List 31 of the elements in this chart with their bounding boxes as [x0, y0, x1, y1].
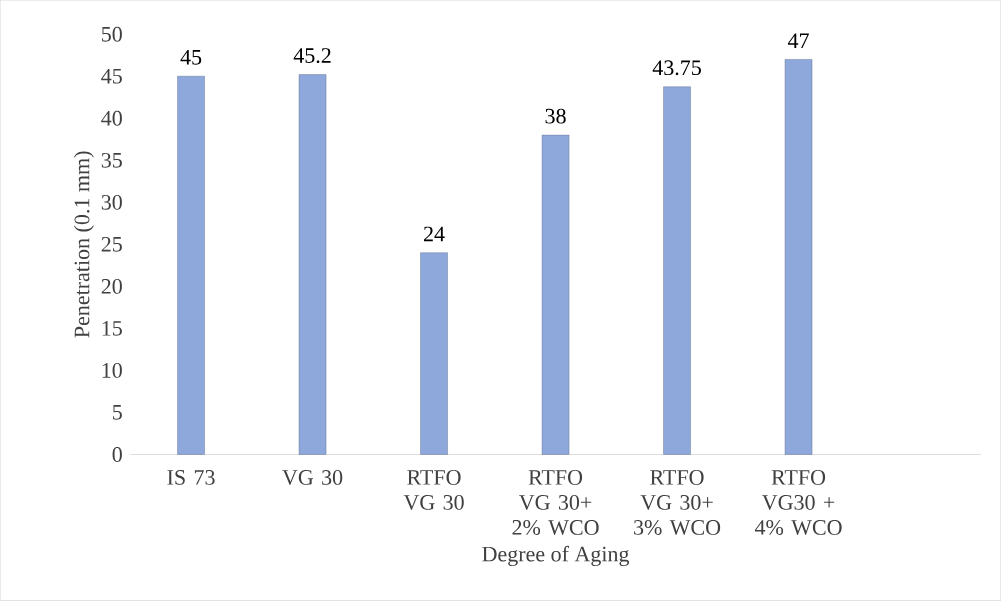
y-tick-label: 10 — [102, 363, 122, 378]
x-tick-label: RTFO VG 30+ 3% WCO — [634, 470, 721, 536]
y-tick-label: 0 — [112, 447, 122, 463]
data-label: 38 — [545, 108, 566, 124]
bar — [541, 135, 570, 455]
bar — [298, 74, 327, 455]
data-label: 47 — [787, 33, 809, 49]
bar — [177, 76, 205, 455]
bar — [663, 86, 691, 455]
x-tick-label: VG 30 — [282, 470, 343, 486]
data-label: 24 — [424, 226, 445, 242]
y-tick-label: 40 — [101, 110, 122, 126]
y-tick-label: 25 — [101, 237, 122, 252]
y-axis-title: Penetration (0.1 mm) — [73, 151, 94, 338]
y-tick-label: 30 — [101, 195, 122, 210]
x-tick-label: RTFO VG 30 — [403, 470, 464, 511]
x-axis-title: Degree of Aging — [482, 545, 630, 567]
data-label: 43.75 — [652, 60, 701, 76]
data-label: 45 — [180, 50, 202, 65]
bar — [784, 59, 813, 455]
y-tick-label: 35 — [101, 153, 122, 168]
data-label: 45.2 — [293, 48, 331, 64]
y-tick-label: 45 — [101, 69, 122, 84]
y-tick-label: 15 — [102, 321, 122, 336]
bar — [420, 252, 448, 455]
x-tick-label: RTFO VG 30+ 2% WCO — [512, 470, 599, 536]
x-tick-label: IS 73 — [167, 470, 215, 485]
y-tick-label: 50 — [102, 26, 122, 42]
x-tick-label: RTFO VG30 + 4% WCO — [754, 470, 842, 536]
y-tick-label: 5 — [113, 405, 122, 420]
y-tick-label: 20 — [101, 279, 122, 294]
